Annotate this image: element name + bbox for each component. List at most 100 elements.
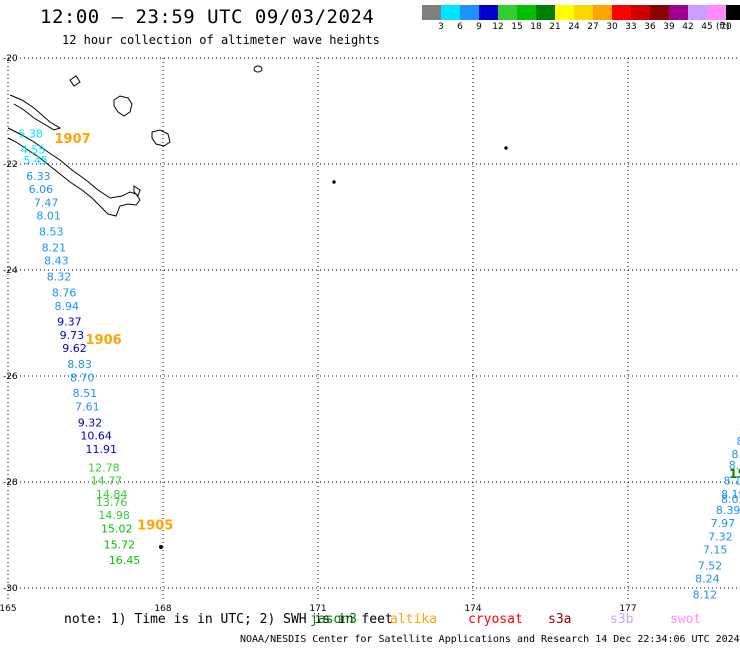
coastline: [7, 65, 508, 549]
swh-values: 5.38 4.555.45 6.336.067.478.01 8.53 8.218.43…: [18, 128, 740, 602]
norfolk-island: [159, 545, 163, 549]
swh-value: 8.43: [44, 255, 69, 268]
swh-value: 8.03: [721, 493, 740, 506]
swh-value: 8.94: [55, 300, 80, 313]
latitude-label: -24: [3, 266, 18, 276]
swh-value: 8.39: [716, 504, 740, 517]
legend-swatch: [688, 5, 707, 20]
track-id-label: 1905: [137, 519, 173, 534]
swh-value: 7.32: [708, 530, 733, 543]
legend-tick-label: 9: [476, 22, 482, 32]
legend-swatch: [460, 5, 479, 20]
longitude-label: 168: [154, 604, 171, 614]
swh-value: 15.02: [101, 522, 133, 535]
swh-value: 8.10: [724, 475, 740, 488]
legend-swatch: [555, 5, 574, 20]
swh-value: 6.33: [26, 170, 51, 183]
track-id-label: 1906: [86, 333, 122, 348]
swh-value: 8.42: [731, 448, 740, 461]
swh-value: 8.83: [67, 358, 92, 371]
legend-swatch: [536, 5, 555, 20]
latitude-label: -30: [3, 584, 18, 594]
swh-value: 6.06: [29, 183, 53, 196]
legend-swatch: [612, 5, 631, 20]
legend-tick-label: 18: [530, 22, 542, 32]
legend-swatch: [726, 5, 740, 20]
swh-value: 11.91: [86, 443, 118, 456]
swh-value: 14.98: [98, 509, 129, 522]
loyalty-islands-coast: [9, 94, 62, 131]
swh-value: 8.21: [42, 241, 66, 254]
swh-value: 8.51: [73, 387, 98, 400]
new-caledonia-coast: [7, 127, 141, 217]
swh-value: 8.53: [39, 226, 64, 239]
legend-swatch: [669, 5, 688, 20]
legend-tick-label: 24: [568, 22, 580, 32]
swh-value: 14.77: [91, 475, 123, 488]
legend-tick-label: 70: [720, 22, 732, 32]
swh-value: 9.62: [62, 342, 87, 355]
legend-tick-label: 39: [663, 22, 675, 32]
satellite-legend-cryosat: cryosat: [468, 612, 523, 627]
swh-value: 13.76: [96, 496, 128, 509]
east-track-label: 15: [729, 467, 740, 481]
swh-value: 5.38: [18, 128, 43, 141]
legend-tick-label: 45: [701, 22, 713, 32]
swh-value: 9.73: [60, 329, 85, 342]
swh-value: 15.72: [104, 538, 136, 551]
legend-tick-label: 15: [511, 22, 523, 32]
island-lifou: [113, 95, 133, 117]
swh-value: 10.64: [80, 430, 112, 443]
legend-swatch: [707, 5, 726, 20]
satellite-legend-s3a: s3a: [548, 612, 572, 627]
longitude-label: 171: [309, 604, 326, 614]
swh-value: 12.78: [88, 461, 120, 474]
track-id-labels: 1907 1906 1905: [55, 132, 174, 534]
legend-swatch: [650, 5, 669, 20]
swh-value: 9.32: [78, 416, 103, 429]
satellite-legend-swot: swot: [670, 612, 702, 627]
legend-swatch: [593, 5, 612, 20]
legend-tick-label: 36: [644, 22, 656, 32]
latitude-label: -28: [3, 478, 18, 488]
map-title: 12:00 — 23:59 UTC 09/03/2024: [40, 6, 375, 28]
swh-value: 7.97: [711, 517, 736, 530]
legend-tick-label: 21: [549, 22, 561, 32]
latitude-label: -22: [3, 160, 18, 170]
swh-value: 8.33: [737, 435, 740, 448]
swh-value: 5.45: [24, 154, 49, 167]
swh-value: 7.47: [34, 196, 59, 209]
satellite-legend-jason3: jason3: [310, 612, 357, 627]
legend-swatch: [422, 5, 441, 20]
satellite-legend-s3b: s3b: [610, 612, 634, 627]
color-legend-unit: (ft): [716, 22, 730, 32]
axis-labels: -20 -22 -24 -26 -28 -30 165 168 171 174 177: [0, 54, 637, 614]
latitude-label: -20: [3, 54, 18, 64]
swh-value: 8.19: [721, 488, 740, 501]
footer-note: note: 1) Time is in UTC; 2) SWH is in fe…: [64, 612, 393, 627]
swh-value: 8.70: [70, 371, 95, 384]
footer-credit: NOAA/NESDIS Center for Satellite Applica…: [240, 634, 740, 645]
legend-swatch: [479, 5, 498, 20]
map-subtitle: 12 hour collection of altimeter wave hei…: [62, 33, 380, 47]
legend-tick-label: 27: [587, 22, 599, 32]
swh-value: 8.32: [47, 271, 72, 284]
legend-swatch: [631, 5, 650, 20]
latitude-label: -26: [3, 372, 18, 382]
island-hunter: [504, 146, 508, 150]
longitude-label: 177: [619, 604, 636, 614]
swh-value: 7.15: [703, 544, 728, 557]
legend-swatch: [441, 5, 460, 20]
island-walpole: [253, 65, 263, 73]
legend-tick-label: 6: [457, 22, 463, 32]
satellite-legend-altika: altika: [390, 612, 437, 627]
longitude-label: 165: [0, 604, 17, 614]
swh-value: 4.55: [21, 143, 45, 156]
swh-value: 7.61: [75, 400, 100, 413]
island-pines: [133, 185, 141, 197]
legend-swatch: [498, 5, 517, 20]
legend-tick-label: 3: [438, 22, 444, 32]
island-ouvea: [69, 75, 81, 87]
swh-value: 14.84: [96, 488, 128, 501]
